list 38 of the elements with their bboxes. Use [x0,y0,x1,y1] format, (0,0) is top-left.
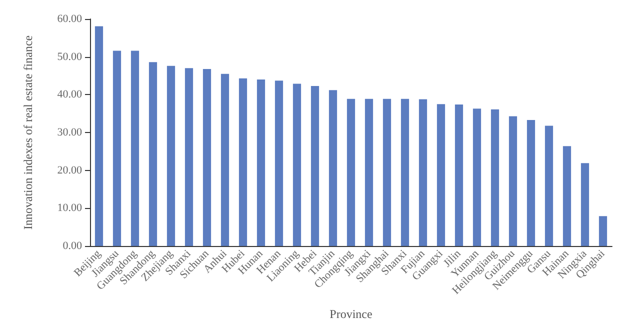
bar [292,84,302,246]
bar [598,216,608,246]
bar [418,99,428,246]
bar [400,98,410,246]
bar [490,109,500,246]
bar [184,68,194,246]
bar [382,98,392,246]
bar [454,104,464,246]
bar [274,80,284,246]
bar [328,90,338,246]
bar [94,26,104,246]
y-axis-title: Innovation indexes of real estate finance [21,35,35,230]
bar [472,108,482,246]
bar [346,98,356,246]
y-tick-label: 50.00 [57,50,82,63]
bar [544,126,554,246]
bar [130,50,140,246]
bar [202,68,212,246]
x-axis-title: Province [330,307,372,321]
bar [364,98,374,246]
bar [112,50,122,246]
y-tick-label: 20.00 [57,164,82,176]
bar [580,163,590,246]
bar [166,66,176,246]
bar [508,116,518,246]
bar [220,74,230,246]
bar [436,104,446,246]
bar [256,80,266,246]
y-tick-label: 30.00 [57,126,82,138]
bar [238,78,248,246]
y-tick-label: 0.00 [62,240,82,252]
bar [148,62,158,246]
bar [310,86,320,246]
bar [526,120,536,246]
bar [562,146,572,246]
y-tick-label: 10.00 [57,202,82,214]
y-tick-label: 60.00 [57,13,82,25]
y-tick-label: 40.00 [57,88,82,101]
